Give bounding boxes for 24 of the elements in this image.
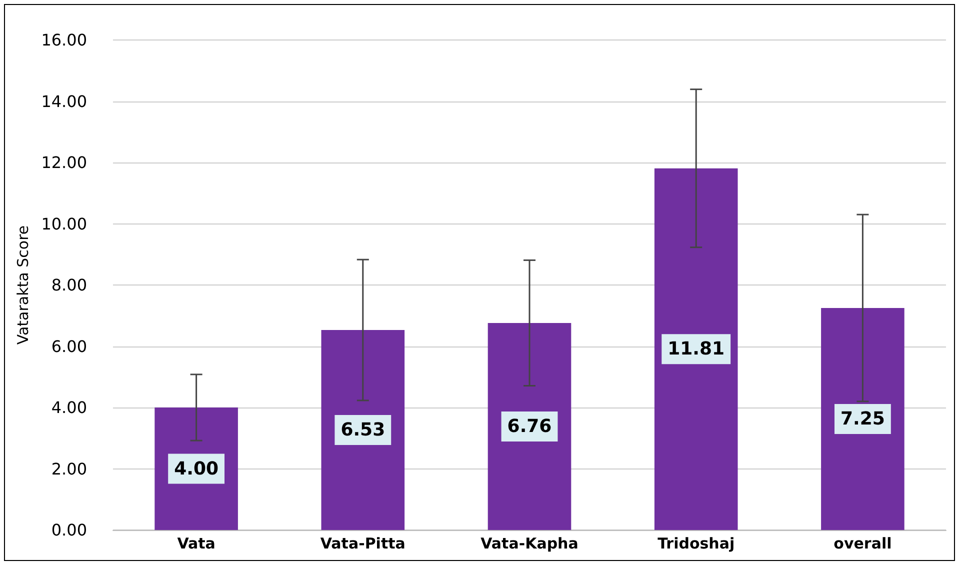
y-axis-title: Vatarakta Score	[14, 225, 32, 345]
x-tick-label: Vata	[177, 534, 216, 552]
y-tick-label: 0.00	[51, 520, 87, 540]
data-label: 6.76	[507, 416, 552, 437]
y-tick-label: 12.00	[41, 153, 87, 172]
bar	[654, 168, 738, 530]
x-tick-label: Vata-Kapha	[480, 534, 578, 552]
data-label: 7.25	[840, 408, 885, 430]
y-tick-label: 6.00	[51, 336, 87, 356]
bar	[821, 308, 904, 530]
x-tick-label: overall	[834, 534, 892, 552]
x-tick-label: Tridoshaj	[658, 534, 735, 552]
data-label: 4.00	[174, 458, 219, 480]
y-tick-label: 16.00	[41, 30, 87, 50]
data-label: 6.53	[340, 420, 386, 441]
y-tick-label: 14.00	[41, 92, 87, 111]
y-tick-label: 2.00	[51, 459, 87, 478]
x-tick-label: Vata-Pitta	[320, 534, 406, 552]
data-label: 11.81	[668, 338, 725, 360]
bar	[321, 330, 405, 530]
y-tick-label: 10.00	[41, 214, 87, 234]
y-tick-label: 8.00	[51, 276, 87, 294]
bar	[488, 322, 572, 530]
y-tick-label: 4.00	[51, 398, 87, 417]
